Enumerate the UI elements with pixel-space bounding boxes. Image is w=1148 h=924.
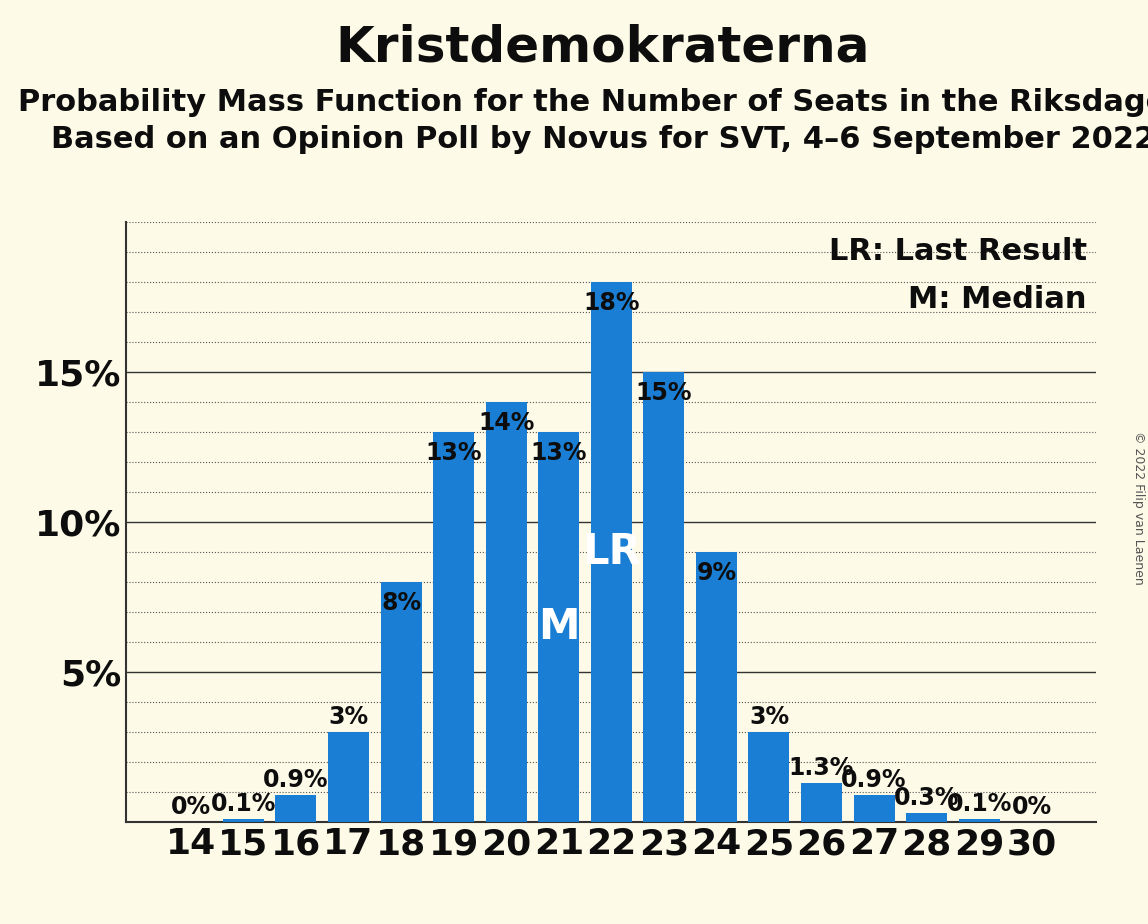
Bar xyxy=(959,820,1000,822)
Bar xyxy=(328,732,369,822)
Text: 3%: 3% xyxy=(748,705,789,729)
Text: © 2022 Filip van Laenen: © 2022 Filip van Laenen xyxy=(1132,432,1146,585)
Bar xyxy=(854,796,894,822)
Text: 14%: 14% xyxy=(478,411,534,435)
Text: 0%: 0% xyxy=(171,796,211,820)
Text: LR: LR xyxy=(582,531,641,573)
Bar xyxy=(906,813,947,822)
Text: M: Median: M: Median xyxy=(908,285,1087,314)
Text: 18%: 18% xyxy=(583,291,639,315)
Text: 8%: 8% xyxy=(381,591,421,615)
Bar xyxy=(538,432,580,822)
Text: 0.9%: 0.9% xyxy=(263,769,328,793)
Text: 9%: 9% xyxy=(697,561,737,585)
Text: 1.3%: 1.3% xyxy=(789,757,854,780)
Bar xyxy=(801,784,841,822)
Bar xyxy=(433,432,474,822)
Bar xyxy=(381,582,421,822)
Text: M: M xyxy=(538,606,580,648)
Text: LR: Last Result: LR: Last Result xyxy=(829,237,1087,266)
Text: Kristdemokraterna: Kristdemokraterna xyxy=(335,23,870,71)
Text: 0%: 0% xyxy=(1011,796,1052,820)
Text: 0.9%: 0.9% xyxy=(841,769,907,793)
Text: Based on an Opinion Poll by Novus for SVT, 4–6 September 2022: Based on an Opinion Poll by Novus for SV… xyxy=(51,125,1148,153)
Bar xyxy=(223,820,264,822)
Text: Probability Mass Function for the Number of Seats in the Riksdagen: Probability Mass Function for the Number… xyxy=(17,88,1148,116)
Bar xyxy=(486,402,527,822)
Text: 15%: 15% xyxy=(636,381,692,405)
Text: 3%: 3% xyxy=(328,705,369,729)
Bar xyxy=(748,732,790,822)
Text: 0.1%: 0.1% xyxy=(211,793,277,817)
Bar xyxy=(276,796,317,822)
Bar xyxy=(696,553,737,822)
Text: 13%: 13% xyxy=(426,441,482,465)
Text: 13%: 13% xyxy=(530,441,587,465)
Bar xyxy=(591,282,631,822)
Text: 0.1%: 0.1% xyxy=(946,793,1011,817)
Text: 0.3%: 0.3% xyxy=(894,786,960,810)
Bar xyxy=(643,371,684,822)
